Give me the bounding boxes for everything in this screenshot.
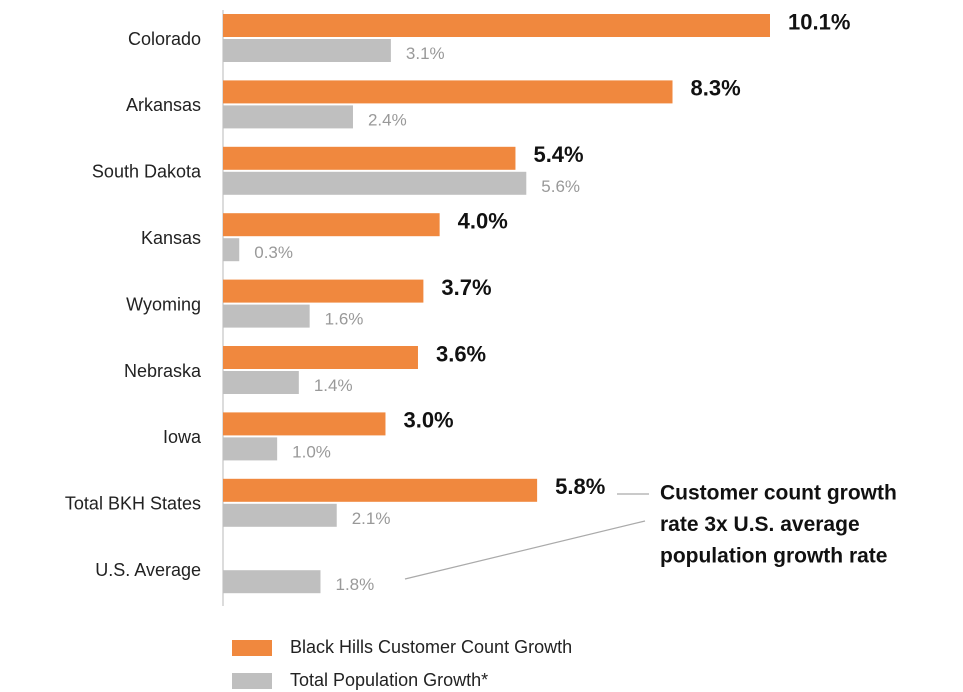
bar [223, 80, 673, 104]
category-label: Wyoming [126, 294, 201, 314]
bar [223, 39, 391, 62]
bar [223, 146, 516, 170]
category-label: Colorado [128, 29, 201, 49]
connector [404, 520, 646, 580]
value-label: 3.0% [403, 408, 453, 433]
bar [223, 279, 424, 303]
legend-label: Black Hills Customer Count Growth [290, 637, 572, 657]
bar [223, 478, 538, 502]
value-label: 10.1% [788, 9, 850, 34]
category-label: Nebraska [124, 361, 202, 381]
value-label: 1.4% [314, 376, 353, 395]
value-label: 5.6% [541, 177, 580, 196]
value-label: 3.7% [441, 275, 491, 300]
annotation: Customer count growth [660, 482, 897, 505]
bar [223, 14, 770, 37]
category-label: Total BKH States [65, 494, 201, 514]
bar [223, 570, 321, 594]
value-label: 3.1% [406, 44, 445, 63]
value-label: 1.0% [292, 442, 331, 461]
bar [223, 171, 527, 195]
bar [223, 105, 353, 129]
bar [223, 412, 386, 436]
annotation: rate 3x U.S. average [660, 513, 860, 536]
value-label: 5.8% [555, 474, 605, 499]
category-label: Kansas [141, 228, 201, 248]
category-label: Iowa [163, 427, 202, 447]
bar [223, 437, 278, 461]
category-label: Arkansas [126, 95, 201, 115]
bar [223, 238, 240, 262]
bar [223, 213, 440, 237]
category-label: South Dakota [92, 162, 202, 182]
value-label: 1.6% [325, 310, 364, 329]
legend-label: Total Population Growth* [290, 670, 488, 690]
value-label: 2.1% [352, 509, 391, 528]
category-label: U.S. Average [95, 560, 201, 580]
value-label: 5.4% [533, 142, 583, 167]
value-label: 1.8% [335, 575, 374, 594]
annotation: population growth rate [660, 545, 887, 568]
legend-swatch [232, 673, 272, 689]
bar [223, 503, 337, 527]
bar [223, 346, 418, 369]
value-label: 2.4% [368, 110, 407, 129]
bar [223, 371, 299, 394]
value-label: 8.3% [691, 76, 741, 101]
legend-swatch [232, 640, 272, 656]
value-label: 4.0% [458, 209, 508, 234]
bar [223, 304, 310, 328]
value-label: 0.3% [254, 243, 293, 262]
value-label: 3.6% [436, 341, 486, 366]
